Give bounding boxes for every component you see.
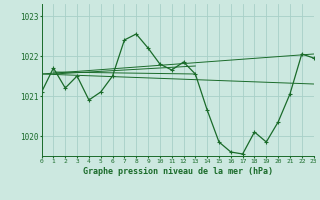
X-axis label: Graphe pression niveau de la mer (hPa): Graphe pression niveau de la mer (hPa) bbox=[83, 167, 273, 176]
